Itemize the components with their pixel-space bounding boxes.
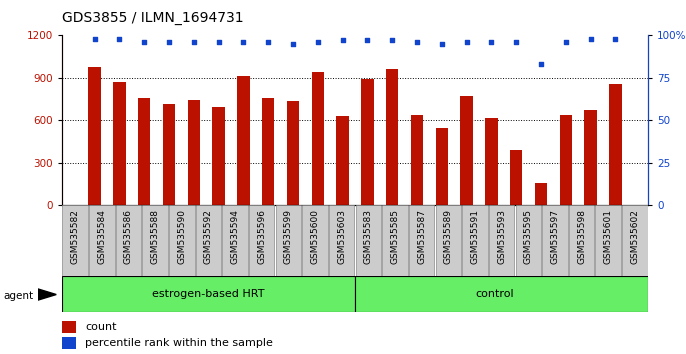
Point [163, 39, 174, 45]
Polygon shape [38, 289, 56, 300]
Point [412, 39, 423, 45]
Bar [276, 205, 301, 276]
Bar [336, 116, 348, 205]
Bar [510, 150, 523, 205]
Text: GSM535584: GSM535584 [97, 209, 106, 264]
Bar [311, 72, 324, 205]
Bar [595, 205, 621, 276]
Bar [542, 205, 568, 276]
Bar [515, 205, 541, 276]
Bar [386, 69, 399, 205]
Text: GSM535595: GSM535595 [524, 209, 533, 264]
Bar [213, 107, 225, 205]
Bar [88, 67, 101, 205]
Bar [362, 79, 374, 205]
Bar [222, 205, 248, 276]
Point [585, 36, 596, 42]
Bar [489, 205, 514, 276]
Bar [287, 101, 299, 205]
Bar [622, 205, 648, 276]
Text: agent: agent [3, 291, 34, 301]
Point [287, 41, 298, 47]
Text: GSM535583: GSM535583 [364, 209, 372, 264]
Text: GSM535597: GSM535597 [550, 209, 560, 264]
Point [536, 62, 547, 67]
Bar [436, 128, 448, 205]
Text: GSM535601: GSM535601 [604, 209, 613, 264]
Point [263, 39, 274, 45]
Point [114, 36, 125, 42]
Bar [436, 205, 461, 276]
Text: GSM535591: GSM535591 [471, 209, 480, 264]
Text: GSM535585: GSM535585 [390, 209, 399, 264]
Point [486, 39, 497, 45]
Text: GSM535590: GSM535590 [177, 209, 186, 264]
Text: control: control [475, 289, 514, 299]
Point [560, 39, 571, 45]
Bar [485, 118, 497, 205]
Text: GSM535602: GSM535602 [630, 209, 639, 264]
Bar [62, 337, 76, 349]
Bar [142, 205, 168, 276]
Text: GSM535600: GSM535600 [311, 209, 320, 264]
Point [139, 39, 150, 45]
Bar [249, 205, 274, 276]
Bar [560, 115, 572, 205]
Point [238, 39, 249, 45]
Bar [462, 205, 488, 276]
Point [610, 36, 621, 42]
Point [387, 38, 398, 43]
Bar [62, 205, 88, 276]
Bar [116, 205, 141, 276]
Point [312, 39, 323, 45]
Point [213, 39, 224, 45]
Text: GSM535593: GSM535593 [497, 209, 506, 264]
Point [189, 39, 200, 45]
Bar [237, 76, 250, 205]
Text: GSM535596: GSM535596 [257, 209, 266, 264]
Text: count: count [85, 322, 117, 332]
Text: GSM535589: GSM535589 [444, 209, 453, 264]
Bar [329, 205, 355, 276]
Bar [535, 183, 547, 205]
Bar [113, 82, 126, 205]
Text: GSM535582: GSM535582 [71, 209, 80, 264]
Text: GSM535587: GSM535587 [417, 209, 426, 264]
Bar [89, 205, 115, 276]
Bar [409, 205, 434, 276]
Bar [411, 115, 423, 205]
Text: GSM535599: GSM535599 [284, 209, 293, 264]
Bar [62, 276, 355, 312]
Point [461, 39, 472, 45]
Text: percentile rank within the sample: percentile rank within the sample [85, 338, 273, 348]
Text: GSM535592: GSM535592 [204, 209, 213, 264]
Bar [609, 84, 622, 205]
Bar [460, 96, 473, 205]
Point [510, 39, 521, 45]
Text: GSM535594: GSM535594 [230, 209, 239, 264]
Point [89, 36, 100, 42]
Text: GSM535603: GSM535603 [338, 209, 346, 264]
Text: GSM535586: GSM535586 [124, 209, 133, 264]
Bar [62, 321, 76, 333]
Text: estrogen-based HRT: estrogen-based HRT [152, 289, 265, 299]
Bar [169, 205, 195, 276]
Bar [355, 205, 381, 276]
Bar [584, 110, 597, 205]
Bar [382, 205, 407, 276]
Point [436, 41, 447, 47]
Point [337, 38, 348, 43]
Text: GDS3855 / ILMN_1694731: GDS3855 / ILMN_1694731 [62, 11, 244, 25]
Bar [187, 100, 200, 205]
Text: GSM535588: GSM535588 [150, 209, 160, 264]
Bar [196, 205, 221, 276]
Point [362, 38, 373, 43]
Bar [163, 104, 175, 205]
Bar [138, 98, 150, 205]
Bar [303, 205, 328, 276]
Bar [569, 205, 594, 276]
Text: GSM535598: GSM535598 [577, 209, 586, 264]
Bar [355, 276, 648, 312]
Bar [262, 98, 274, 205]
